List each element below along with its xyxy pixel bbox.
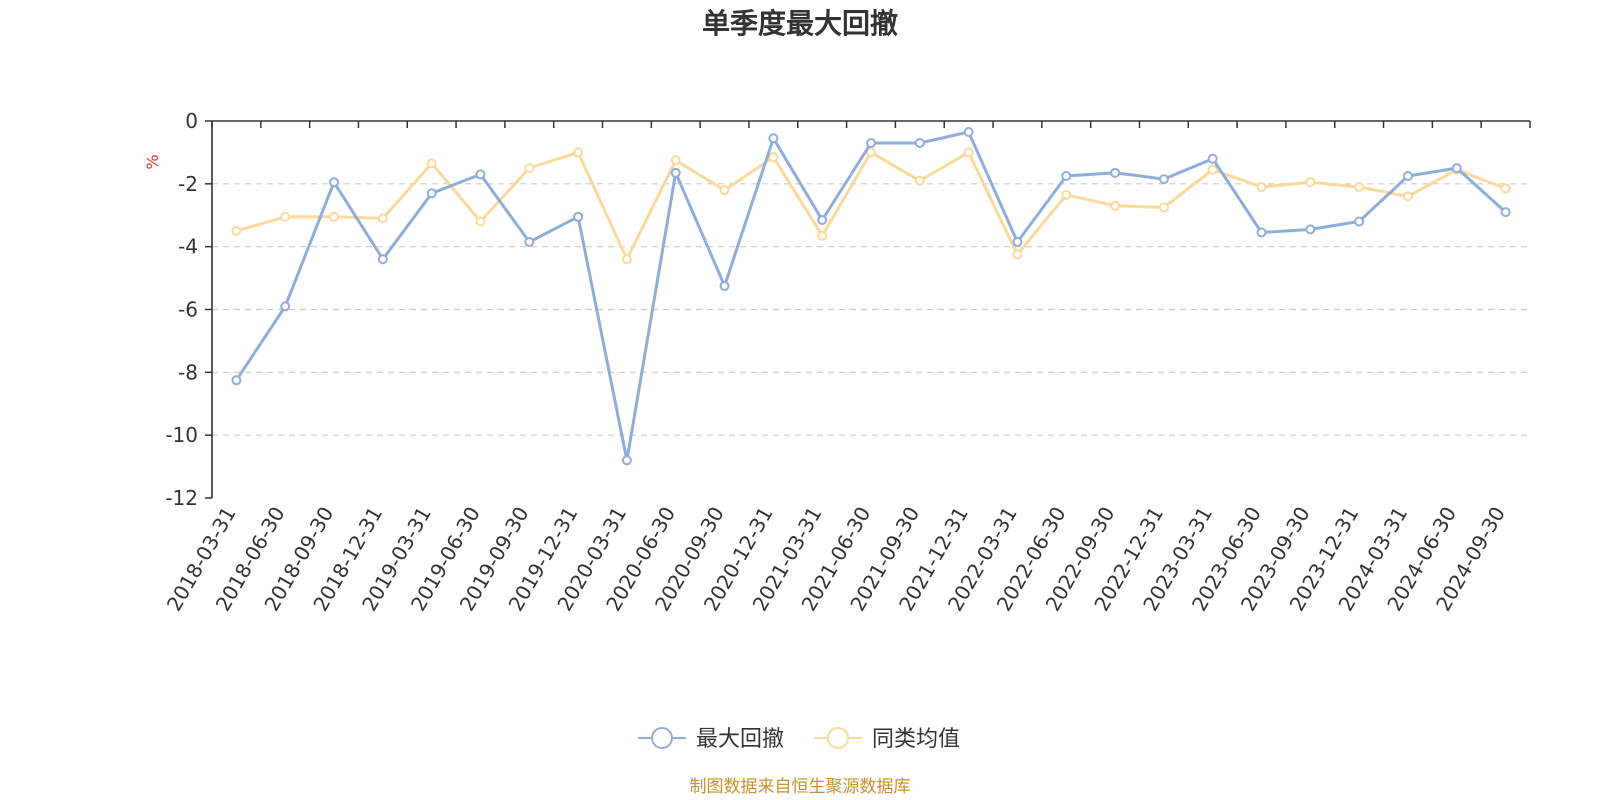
data-point[interactable] bbox=[914, 137, 925, 148]
data-point[interactable] bbox=[768, 133, 779, 144]
legend[interactable]: 最大回撤 同类均值 bbox=[638, 727, 960, 752]
series-最大回撤 bbox=[231, 126, 1511, 466]
data-point[interactable] bbox=[1207, 164, 1218, 175]
data-point[interactable] bbox=[670, 167, 681, 178]
legend-item[interactable]: 最大回撤 bbox=[638, 727, 784, 752]
y-axis-unit-label: % bbox=[143, 154, 162, 169]
data-point[interactable] bbox=[817, 230, 828, 241]
data-point[interactable] bbox=[1158, 202, 1169, 213]
chart-title: 单季度最大回撤 bbox=[702, 7, 898, 40]
legend-label: 最大回撤 bbox=[696, 727, 784, 752]
data-point[interactable] bbox=[1500, 207, 1511, 218]
data-point[interactable] bbox=[963, 126, 974, 137]
legend-marker-icon bbox=[827, 727, 849, 749]
data-point[interactable] bbox=[1305, 224, 1316, 235]
y-tick-label: -10 bbox=[165, 423, 198, 447]
data-point[interactable] bbox=[621, 455, 632, 466]
data-point[interactable] bbox=[524, 163, 535, 174]
data-point[interactable] bbox=[1402, 191, 1413, 202]
data-point[interactable] bbox=[280, 211, 291, 222]
y-tick-label: 0 bbox=[185, 109, 198, 133]
legend-label: 同类均值 bbox=[872, 727, 960, 752]
data-point[interactable] bbox=[426, 188, 437, 199]
axes bbox=[205, 120, 1531, 499]
data-point[interactable] bbox=[1256, 227, 1267, 238]
data-point[interactable] bbox=[426, 158, 437, 169]
data-point[interactable] bbox=[1354, 181, 1365, 192]
y-tick-label: -6 bbox=[178, 298, 198, 322]
legend-marker-icon bbox=[651, 727, 673, 749]
data-point[interactable] bbox=[1305, 177, 1316, 188]
data-point[interactable] bbox=[866, 147, 876, 158]
data-point[interactable] bbox=[719, 280, 730, 291]
data-point[interactable] bbox=[1207, 153, 1218, 164]
data-point[interactable] bbox=[475, 216, 486, 227]
data-point[interactable] bbox=[1012, 236, 1023, 247]
data-point[interactable] bbox=[1451, 163, 1462, 174]
data-point[interactable] bbox=[231, 375, 242, 386]
data-point[interactable] bbox=[573, 147, 584, 158]
data-point[interactable] bbox=[1110, 167, 1121, 178]
data-point[interactable] bbox=[963, 147, 974, 158]
series-line bbox=[235, 150, 1507, 261]
data-point[interactable] bbox=[231, 225, 242, 236]
data-point[interactable] bbox=[866, 137, 876, 148]
y-tick-label: -4 bbox=[178, 235, 198, 259]
legend-item[interactable]: 同类均值 bbox=[814, 727, 960, 752]
data-point[interactable] bbox=[377, 213, 388, 224]
series-layer bbox=[231, 126, 1511, 466]
data-point[interactable] bbox=[768, 152, 779, 163]
data-point[interactable] bbox=[573, 211, 584, 222]
series-同类均值 bbox=[231, 147, 1511, 265]
data-point[interactable] bbox=[329, 211, 340, 222]
y-tick-labels: 0 -2 -4 -6 -8 -10 -12 bbox=[165, 109, 198, 510]
data-point[interactable] bbox=[1061, 189, 1072, 200]
data-source-note: 制图数据来自恒生聚源数据库 bbox=[690, 777, 911, 797]
data-point[interactable] bbox=[1354, 216, 1365, 227]
data-point[interactable] bbox=[1402, 170, 1413, 181]
y-tick-label: -2 bbox=[178, 172, 198, 196]
x-tick-labels: 2018-03-312018-06-302018-09-302018-12-31… bbox=[162, 502, 1510, 615]
data-point[interactable] bbox=[719, 185, 730, 196]
data-point[interactable] bbox=[621, 254, 632, 265]
data-point[interactable] bbox=[329, 177, 340, 188]
data-point[interactable] bbox=[1012, 249, 1023, 260]
data-point[interactable] bbox=[377, 254, 388, 265]
data-point[interactable] bbox=[524, 236, 535, 247]
data-point[interactable] bbox=[1158, 174, 1169, 185]
data-point[interactable] bbox=[1256, 181, 1267, 192]
data-point[interactable] bbox=[914, 175, 925, 186]
data-point[interactable] bbox=[817, 214, 828, 225]
data-point[interactable] bbox=[475, 169, 486, 180]
y-tick-label: -8 bbox=[178, 360, 198, 384]
data-point[interactable] bbox=[280, 301, 291, 312]
data-point[interactable] bbox=[1061, 170, 1072, 181]
y-tick-label: -12 bbox=[165, 486, 198, 510]
data-point[interactable] bbox=[670, 155, 681, 166]
data-point[interactable] bbox=[1110, 200, 1121, 211]
data-point[interactable] bbox=[1500, 183, 1511, 194]
